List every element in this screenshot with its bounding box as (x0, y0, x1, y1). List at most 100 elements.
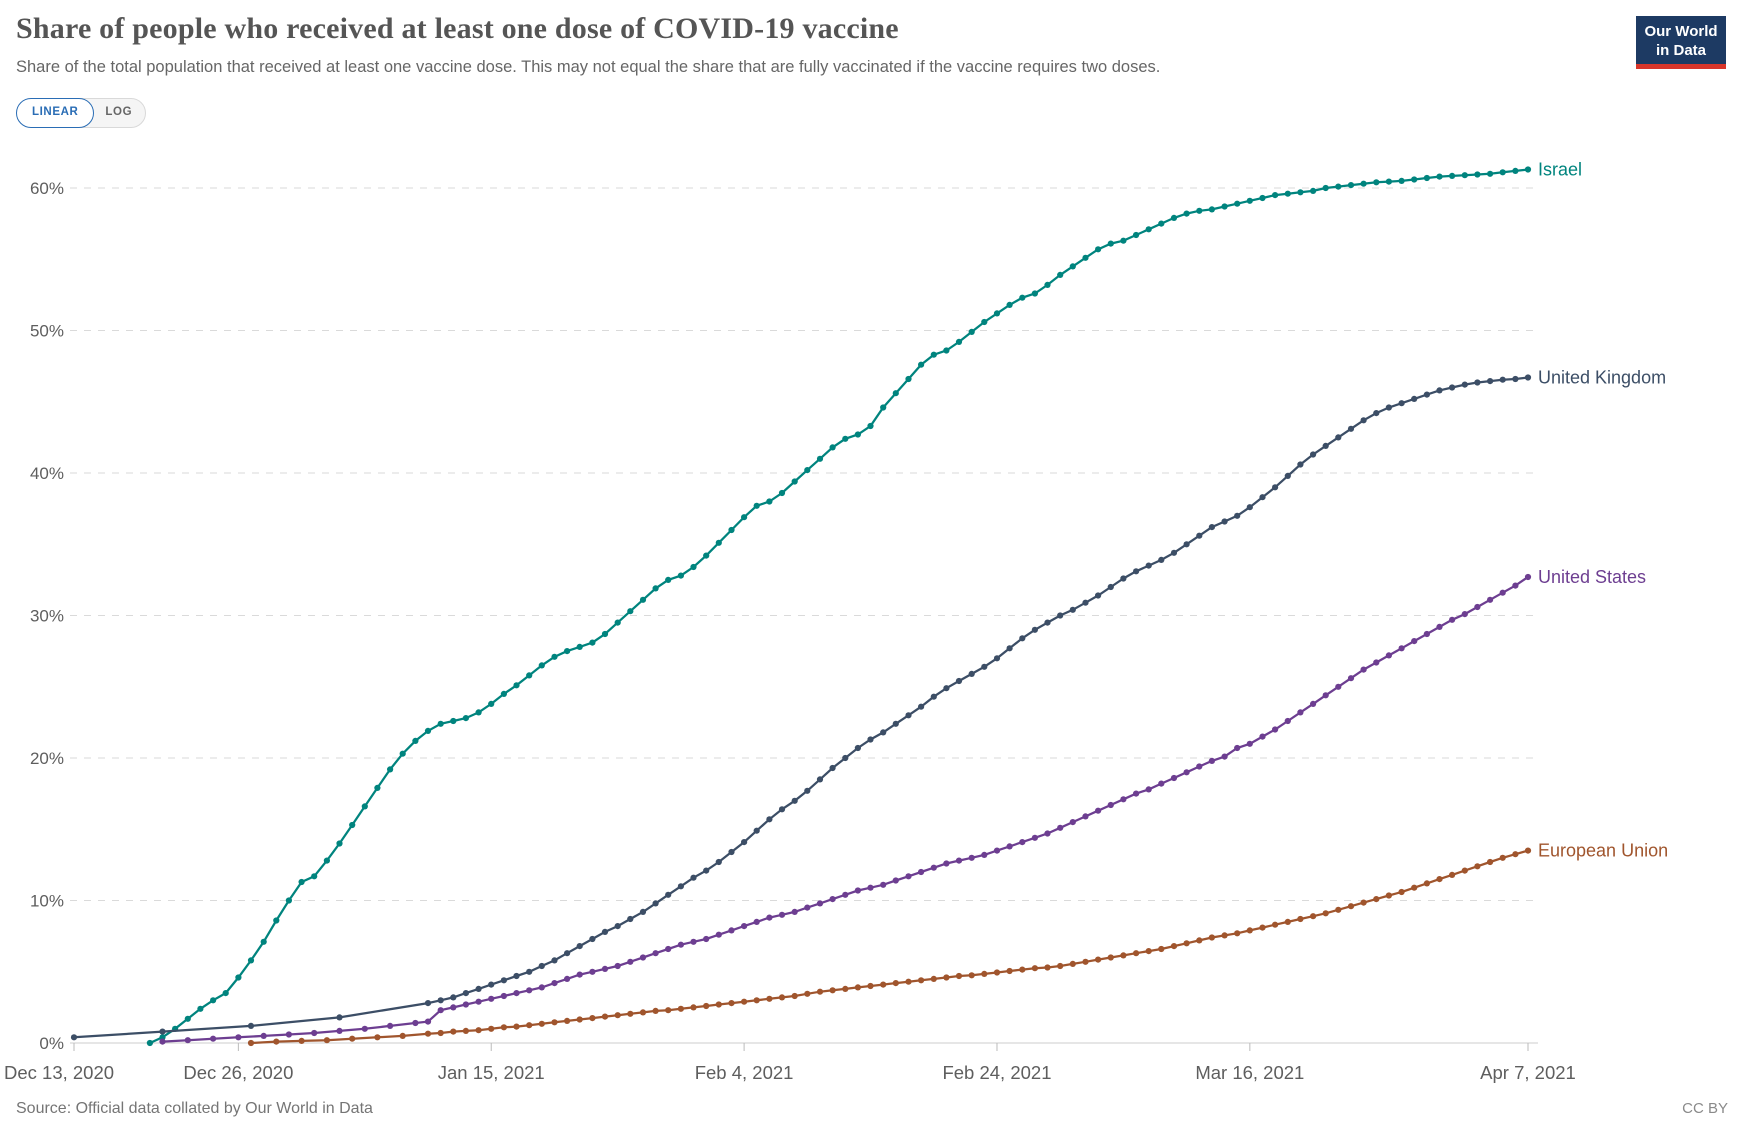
data-point (1133, 950, 1140, 957)
data-point (968, 972, 975, 979)
data-point (1385, 652, 1392, 659)
data-point (930, 693, 937, 700)
data-point (1057, 962, 1064, 970)
data-point (955, 972, 963, 980)
data-point (450, 994, 457, 1001)
data-point (1145, 226, 1152, 233)
data-point (475, 1027, 482, 1034)
data-point (1487, 170, 1494, 177)
series-united-states[interactable] (159, 573, 1532, 1045)
data-point (475, 985, 482, 993)
data-point (1449, 871, 1456, 879)
data-point (741, 839, 748, 846)
data-point (462, 990, 469, 997)
data-point (437, 1029, 444, 1037)
data-point (766, 498, 773, 505)
data-point (766, 995, 773, 1002)
data-point (1297, 189, 1304, 196)
data-point (197, 1005, 204, 1012)
data-point (601, 630, 609, 638)
data-point (1411, 638, 1418, 645)
data-point (462, 1001, 469, 1008)
series-united-kingdom[interactable] (70, 374, 1532, 1041)
data-point (551, 653, 558, 660)
series-line-israel[interactable] (149, 168, 1529, 1045)
data-point (778, 806, 786, 813)
data-point (1183, 769, 1190, 776)
data-point (1006, 843, 1013, 850)
data-point (1474, 863, 1481, 870)
data-point (918, 703, 925, 710)
linear-scale-button[interactable]: LINEAR (16, 98, 95, 128)
data-point (677, 883, 685, 890)
data-point (1487, 378, 1494, 385)
data-point (1057, 271, 1064, 278)
data-point (652, 900, 659, 907)
owid-logo[interactable]: Our World in Data (1636, 16, 1726, 70)
data-point (576, 971, 583, 978)
data-point (1499, 376, 1506, 383)
data-point (285, 897, 292, 904)
data-point (842, 754, 849, 762)
data-point (1297, 915, 1304, 923)
data-point (1423, 630, 1430, 638)
data-point (1069, 263, 1076, 270)
data-point (1095, 246, 1102, 253)
data-point (601, 1013, 609, 1020)
data-point (1069, 819, 1076, 826)
data-point (1259, 733, 1266, 740)
data-point (1347, 675, 1355, 682)
owid-logo-line2: in Data (1655, 42, 1706, 60)
data-point (1322, 184, 1329, 192)
data-point (273, 917, 280, 924)
data-point (437, 1007, 444, 1014)
data-point (159, 1034, 166, 1041)
data-point (1360, 666, 1367, 673)
data-point (892, 980, 899, 987)
data-point (1461, 381, 1468, 388)
data-point (589, 935, 596, 943)
data-point (715, 858, 722, 866)
data-point (1082, 599, 1089, 606)
data-point (210, 1035, 217, 1042)
data-point (677, 572, 685, 579)
series-line-united-states[interactable] (162, 576, 1529, 1043)
series-line-european-union[interactable] (250, 849, 1529, 1045)
license-link[interactable]: CC BY (1682, 1100, 1728, 1117)
data-point (1335, 434, 1342, 441)
data-point (589, 1015, 596, 1022)
data-point (1335, 906, 1342, 913)
data-point (981, 663, 988, 670)
data-point (1095, 956, 1102, 963)
data-point (703, 867, 710, 874)
x-axis-label: Feb 4, 2021 (695, 1062, 794, 1083)
data-point (753, 502, 760, 509)
data-point (677, 941, 685, 948)
y-axis-label: 40% (30, 464, 64, 483)
data-point (880, 729, 887, 736)
data-point (1284, 918, 1291, 926)
data-point (715, 931, 722, 938)
series-european-union[interactable] (247, 847, 1532, 1047)
data-point (513, 972, 520, 980)
data-point (1082, 813, 1089, 820)
data-point (627, 958, 634, 965)
data-point (1423, 174, 1430, 182)
data-point (943, 974, 950, 981)
data-point (1436, 387, 1443, 394)
data-point (387, 766, 394, 773)
data-point (273, 1038, 280, 1045)
data-point (867, 884, 874, 891)
data-point (513, 990, 520, 997)
data-point (791, 797, 798, 804)
data-point (715, 539, 722, 546)
data-point (1322, 692, 1329, 699)
data-point (892, 720, 899, 727)
data-point (500, 992, 507, 1000)
y-axis-label: 60% (30, 179, 64, 198)
series-israel[interactable] (146, 166, 1532, 1047)
data-point (1044, 619, 1051, 626)
data-point (715, 1001, 722, 1008)
data-point (1272, 921, 1279, 928)
